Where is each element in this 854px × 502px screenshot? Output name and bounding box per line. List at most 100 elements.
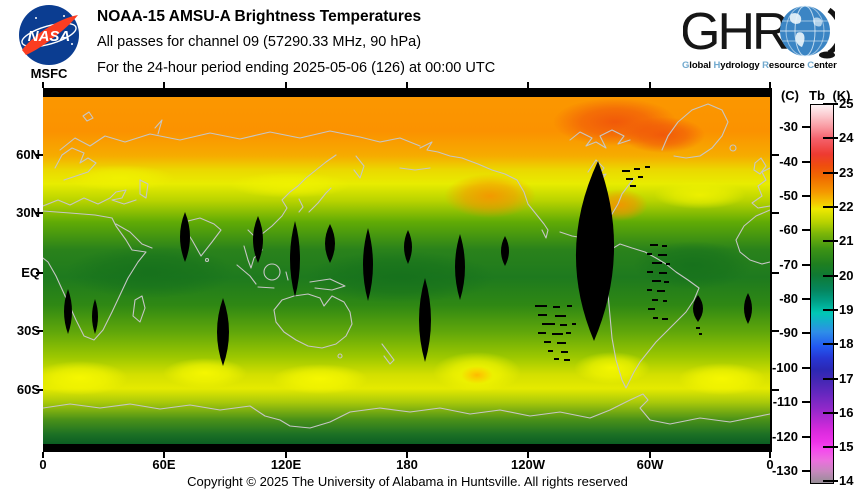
axis-tick-bottom xyxy=(527,452,529,458)
lon-label-60w: 60W xyxy=(636,457,664,472)
lat-label-60n: 60N xyxy=(16,147,40,162)
colorbar-k-220: 220 xyxy=(839,199,854,214)
axis-tick-top xyxy=(527,82,529,88)
colorbar-k-180: 180 xyxy=(839,336,854,351)
lon-label-180: 180 xyxy=(396,457,418,472)
axis-tick-left xyxy=(36,330,43,332)
tagline-c: C xyxy=(807,60,814,71)
coastline-tasmania xyxy=(337,353,343,359)
colorbar-k-200: 200 xyxy=(839,268,854,283)
tagline-r: R xyxy=(762,60,769,71)
colorbar-tick-c xyxy=(802,436,810,438)
tagline-h: H xyxy=(713,60,721,71)
nasa-orbit-ellipse xyxy=(21,22,77,48)
ghrc-tagline: Global Hydrology Resource Center xyxy=(682,60,837,71)
coastline-antarctica xyxy=(43,393,771,429)
colorbar-k-170: 170 xyxy=(839,371,854,386)
lat-label-30n: 30N xyxy=(16,205,40,220)
axis-tick-bottom xyxy=(285,452,287,458)
coastline-iceland xyxy=(729,144,737,152)
globe-stand-base xyxy=(819,51,835,59)
colorbar-k-160: 160 xyxy=(839,405,854,420)
lat-label-60s: 60S xyxy=(16,382,40,397)
no-data-swath-gaps xyxy=(64,161,752,366)
colorbar-tick-c xyxy=(802,264,810,266)
colorbar-tick-c xyxy=(802,161,810,163)
colorbar-c-m70: -70 xyxy=(779,257,798,272)
nasa-wordmark: NASA xyxy=(28,28,71,45)
colorbar-tick-k xyxy=(823,206,838,208)
colorbar-tick-c xyxy=(802,126,810,128)
colorbar-tick-c xyxy=(802,401,810,403)
colorbar-unit-kelvin: (K) xyxy=(832,88,851,103)
lon-label-120e: 120E xyxy=(270,457,302,472)
colorbar-tick-k xyxy=(823,309,838,311)
axis-tick-left xyxy=(36,154,43,156)
colorbar-tick-k xyxy=(823,240,838,242)
missing-scanline-dashes xyxy=(535,166,702,361)
colorbar-tick-c xyxy=(802,367,810,369)
colorbar-k-210: 210 xyxy=(839,233,854,248)
lon-label-0: 0 xyxy=(39,457,47,472)
copyright-notice: Copyright © 2025 The University of Alaba… xyxy=(187,474,628,489)
colorbar-tick-c xyxy=(802,298,810,300)
lat-label-30s: 30S xyxy=(16,323,40,338)
colorbar-tick-k xyxy=(823,378,838,380)
coastline-borneo xyxy=(263,263,281,281)
colorbar-unit-celsius: (C) xyxy=(780,88,800,103)
axis-tick-right xyxy=(772,330,779,332)
colorbar-k-140: 140 xyxy=(839,473,854,488)
axis-tick-left xyxy=(36,272,43,274)
colorbar-tick-c xyxy=(802,332,810,334)
colorbar-c-m100: -100 xyxy=(771,360,798,375)
nasa-red-swoosh xyxy=(22,15,78,55)
colorbar-tick-k xyxy=(823,446,838,448)
lon-label-60e: 60E xyxy=(152,457,176,472)
lon-label-0-right: 0 xyxy=(766,457,774,472)
colorbar-tick-c xyxy=(802,470,810,472)
axis-tick-right xyxy=(772,212,779,214)
axis-tick-left xyxy=(36,389,43,391)
colorbar-tick-k xyxy=(823,137,838,139)
axis-tick-right xyxy=(772,272,779,274)
colorbar-gradient xyxy=(810,104,834,484)
axis-tick-top xyxy=(285,82,287,88)
coastline-oceania xyxy=(273,293,395,365)
colorbar-tick-k xyxy=(823,412,838,414)
msfc-caption: MSFC xyxy=(30,66,68,81)
axis-tick-top xyxy=(769,82,771,88)
colorbar-c-m60: -60 xyxy=(779,222,798,237)
lon-label-120w: 120W xyxy=(511,457,545,472)
colorbar-tick-k xyxy=(823,480,838,482)
colorbar-k-230: 230 xyxy=(839,165,854,180)
colorbar-tick-k xyxy=(823,343,838,345)
colorbar-tick-c xyxy=(802,229,810,231)
axis-tick-bottom xyxy=(649,452,651,458)
warm-cold-anomaly-blobs xyxy=(43,98,766,395)
colorbar-k-190: 190 xyxy=(839,302,854,317)
map-right-frame xyxy=(770,88,772,452)
colorbar-tick-k xyxy=(823,103,838,105)
colorbar-c-m80: -80 xyxy=(779,291,798,306)
colorbar-k-250: 250 xyxy=(839,96,854,111)
globe-icon xyxy=(780,5,830,57)
axis-tick-top xyxy=(406,82,408,88)
colorbar-c-m130: -130 xyxy=(771,463,798,478)
colorbar-c-m50: -50 xyxy=(779,188,798,203)
colorbar-k-240: 240 xyxy=(839,130,854,145)
colorbar-tick-c xyxy=(802,195,810,197)
axis-tick-top xyxy=(42,82,44,88)
axis-tick-top xyxy=(163,82,165,88)
colorbar-c-m120: -120 xyxy=(771,429,798,444)
axis-tick-bottom xyxy=(163,452,165,458)
colorbar-tick-k xyxy=(823,172,838,174)
colorbar-k-150: 150 xyxy=(839,439,854,454)
axis-tick-left xyxy=(36,212,43,214)
coastline-sri-lanka xyxy=(204,257,210,263)
axis-tick-right xyxy=(772,154,779,156)
ghrc-logo: GHR xyxy=(683,4,835,60)
no-data-large-gap xyxy=(575,161,615,341)
colorbar-c-m40: -40 xyxy=(779,154,798,169)
globe-stand-arc xyxy=(827,7,835,56)
axis-tick-bottom xyxy=(42,452,44,458)
